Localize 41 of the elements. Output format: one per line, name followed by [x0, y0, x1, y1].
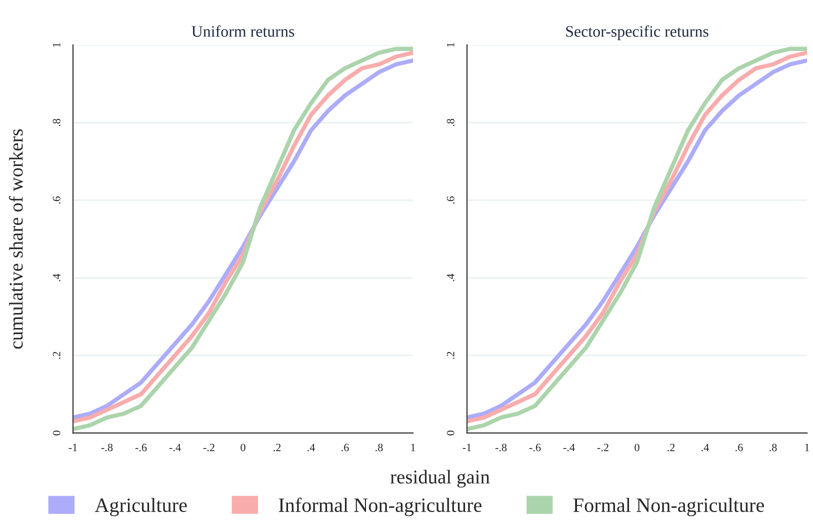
x-tick-label: .8 — [376, 444, 383, 452]
y-tick-label: .2 — [52, 352, 60, 359]
y-tick-label: .2 — [446, 352, 454, 359]
chart-title: Sector-specific returns — [566, 25, 708, 40]
x-tick-label: -.8 — [495, 444, 507, 452]
y-tick-label: .4 — [446, 274, 454, 282]
y-tick-label: .8 — [446, 118, 454, 126]
legend-label: Agriculture — [94, 498, 187, 516]
x-tick-label: -.4 — [563, 444, 575, 452]
y-tick-label: .6 — [52, 196, 60, 204]
x-tick-label: -1 — [68, 444, 77, 452]
x-tick-label: .6 — [342, 444, 349, 452]
chart-title: Uniform returns — [192, 25, 294, 37]
x-tick-label: -.2 — [597, 444, 608, 452]
legend-label: Formal Non-agriculture — [573, 498, 764, 516]
x-tick-label: -.6 — [529, 444, 541, 452]
x-tick-label: 1 — [805, 444, 810, 452]
x-tick-label: -.8 — [101, 444, 113, 452]
x-tick-label: -.4 — [169, 444, 181, 452]
x-tick-label: 0 — [240, 444, 246, 452]
x-tick-label: 0 — [634, 444, 640, 452]
x-tick-label: -1 — [462, 444, 471, 452]
x-tick-label: .2 — [668, 444, 675, 452]
x-tick-label: .6 — [736, 444, 743, 452]
y-tick-label: 1 — [52, 42, 60, 47]
y-tick-label: 0 — [52, 430, 60, 436]
x-tick-label: .4 — [702, 444, 709, 452]
y-axis-title: cumulative share of workers — [8, 129, 23, 349]
x-tick-label: .8 — [770, 444, 777, 452]
y-tick-label: .8 — [52, 118, 60, 126]
y-tick-label: 0 — [446, 430, 454, 436]
legend-label: Informal Non-agriculture — [278, 498, 482, 516]
x-tick-label: .4 — [308, 444, 315, 452]
x-tick-label: .2 — [274, 444, 281, 452]
y-tick-label: .6 — [446, 196, 454, 204]
y-tick-label: 1 — [446, 42, 454, 47]
x-axis-title: residual gain — [390, 470, 490, 488]
x-tick-label: 1 — [411, 444, 416, 452]
x-tick-label: -.6 — [135, 444, 147, 452]
y-tick-label: .4 — [52, 274, 60, 282]
x-tick-label: -.2 — [203, 444, 214, 452]
